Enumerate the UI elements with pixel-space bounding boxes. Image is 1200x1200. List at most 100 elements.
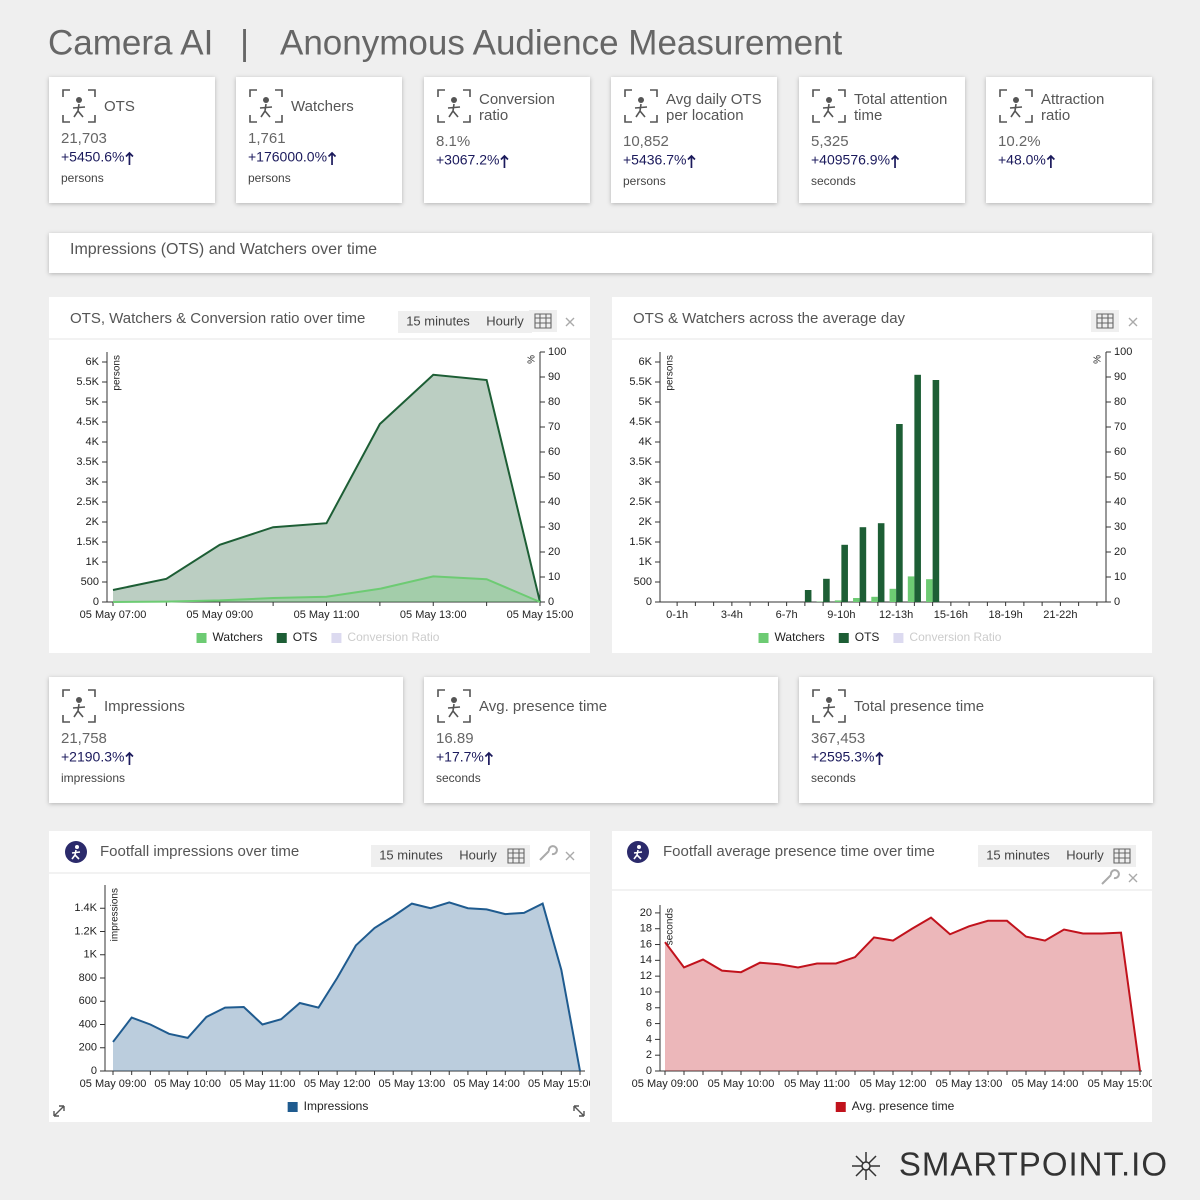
tick-label: 0 (646, 1065, 652, 1077)
kpi-label: Conversion (479, 91, 555, 108)
y-axis-label: persons (112, 355, 123, 391)
hourly-button[interactable] (478, 311, 532, 333)
trend-arrow (125, 151, 134, 165)
kpi-value: 1,761 (248, 130, 286, 147)
hourly-button[interactable] (1058, 845, 1112, 867)
kpi-card[interactable]: Total presence time 367,453 +2595.3% second… (799, 677, 1153, 803)
kpi-card[interactable]: Watchers 1,761 +176000.0% persons (236, 77, 402, 203)
hourly-label[interactable]: Hourly (459, 847, 497, 862)
table-button-bg[interactable] (1108, 845, 1136, 867)
tick-label: 5.5K (629, 376, 652, 388)
legend-swatch[interactable] (758, 633, 769, 643)
tick-label: 90 (548, 371, 560, 383)
kpi-label: Avg. presence time (479, 698, 607, 715)
table-button-bg[interactable] (1091, 310, 1119, 332)
interval-label[interactable]: 15 minutes (406, 313, 470, 328)
kpi-card[interactable]: Avg. presence time 16.89 +17.7% seconds (424, 677, 778, 803)
x-tick-label: 05 May 09:00 (80, 1078, 147, 1090)
bar (907, 576, 915, 602)
settings-button[interactable] (539, 845, 558, 861)
hourly-label[interactable]: Hourly (1066, 847, 1104, 862)
legend: Avg. presence time (835, 1099, 955, 1113)
table-button[interactable] (1113, 848, 1131, 864)
hourly-label[interactable]: Hourly (486, 313, 524, 328)
kpi-value: 10,852 (623, 133, 669, 150)
tick-label: 40 (1114, 496, 1126, 508)
chart-card (49, 831, 590, 1122)
close-button[interactable] (565, 851, 575, 861)
hourly-button[interactable] (451, 845, 505, 867)
tick-label: 1K (86, 556, 100, 568)
kpi-card-bg (799, 77, 965, 203)
tick-label: 50 (548, 471, 560, 483)
bar (932, 380, 940, 602)
bar (877, 523, 885, 602)
legend-swatch[interactable] (893, 633, 904, 643)
kpi-label: Total presence time (854, 698, 984, 715)
interval-button[interactable] (978, 845, 1058, 867)
interval-label[interactable]: 15 minutes (986, 847, 1050, 862)
legend-swatch[interactable] (287, 1102, 298, 1112)
x-tick-label: 05 May 15:00 (528, 1078, 595, 1090)
legend-swatch[interactable] (331, 633, 342, 643)
x-tick-label: 21-22h (1043, 609, 1077, 621)
kpi-label: OTS (104, 98, 135, 115)
y-axis-label: impressions (110, 888, 121, 941)
tick-label: 6K (639, 356, 653, 368)
kpi-value: 21,703 (61, 130, 107, 147)
kpi-value: 8.1% (436, 133, 470, 150)
legend-swatch[interactable] (838, 633, 849, 643)
settings-button[interactable] (1101, 869, 1120, 885)
kpi-card[interactable]: OTS 21,703 +5450.6% persons (49, 77, 215, 203)
close-button[interactable] (1128, 873, 1138, 883)
resize-handle[interactable] (573, 1105, 585, 1117)
kpi-change: +2190.3% (61, 749, 124, 765)
trend-arrow (484, 751, 493, 765)
section-title[interactable]: Impressions (OTS) and Watchers over time (70, 241, 377, 258)
section-bar[interactable] (49, 233, 1152, 273)
legend-label[interactable]: Watchers (775, 630, 825, 644)
legend-swatch[interactable] (835, 1102, 846, 1112)
table-button-bg[interactable] (502, 845, 530, 867)
legend-swatch[interactable] (276, 633, 287, 643)
kpi-icon (76, 97, 82, 103)
interval-button[interactable] (371, 845, 451, 867)
legend-label[interactable]: OTS (293, 630, 318, 644)
legend-label[interactable]: Impressions (304, 1099, 369, 1113)
legend-label[interactable]: Watchers (213, 630, 263, 644)
series-line (664, 916, 1141, 1072)
tick-label: 4.5K (629, 416, 652, 428)
interval-label[interactable]: 15 minutes (379, 847, 443, 862)
series-line (112, 575, 541, 603)
table-button[interactable] (1096, 313, 1114, 329)
bar (859, 527, 867, 602)
kpi-card[interactable]: Impressions 21,758 +2190.3% impressions (49, 677, 403, 803)
close-button[interactable] (1128, 317, 1138, 327)
legend-label[interactable]: Conversion Ratio (347, 630, 439, 644)
legend-label[interactable]: OTS (855, 630, 880, 644)
table-button[interactable] (534, 313, 552, 329)
legend-swatch[interactable] (196, 633, 207, 643)
tick-label: 10 (548, 571, 560, 583)
close-button[interactable] (565, 317, 575, 327)
kpi-value: 367,453 (811, 730, 865, 747)
table-button[interactable] (507, 848, 525, 864)
table-button-bg[interactable] (529, 310, 557, 332)
tick-label: 30 (548, 521, 560, 533)
legend: Watchers OTS Conversion Ratio (758, 630, 1002, 644)
x-tick-label: 05 May 07:00 (80, 609, 147, 621)
tick-label: 200 (79, 1042, 97, 1054)
interval-button[interactable] (398, 311, 478, 333)
kpi-label: Impressions (104, 698, 185, 715)
tick-label: 14 (640, 954, 652, 966)
legend-label[interactable]: Avg. presence time (852, 1099, 955, 1113)
x-tick-label: 05 May 09:00 (632, 1078, 699, 1090)
legend-label[interactable]: Conversion Ratio (909, 630, 1001, 644)
resize-handle[interactable] (53, 1105, 65, 1117)
x-tick-label: 05 May 13:00 (400, 609, 467, 621)
